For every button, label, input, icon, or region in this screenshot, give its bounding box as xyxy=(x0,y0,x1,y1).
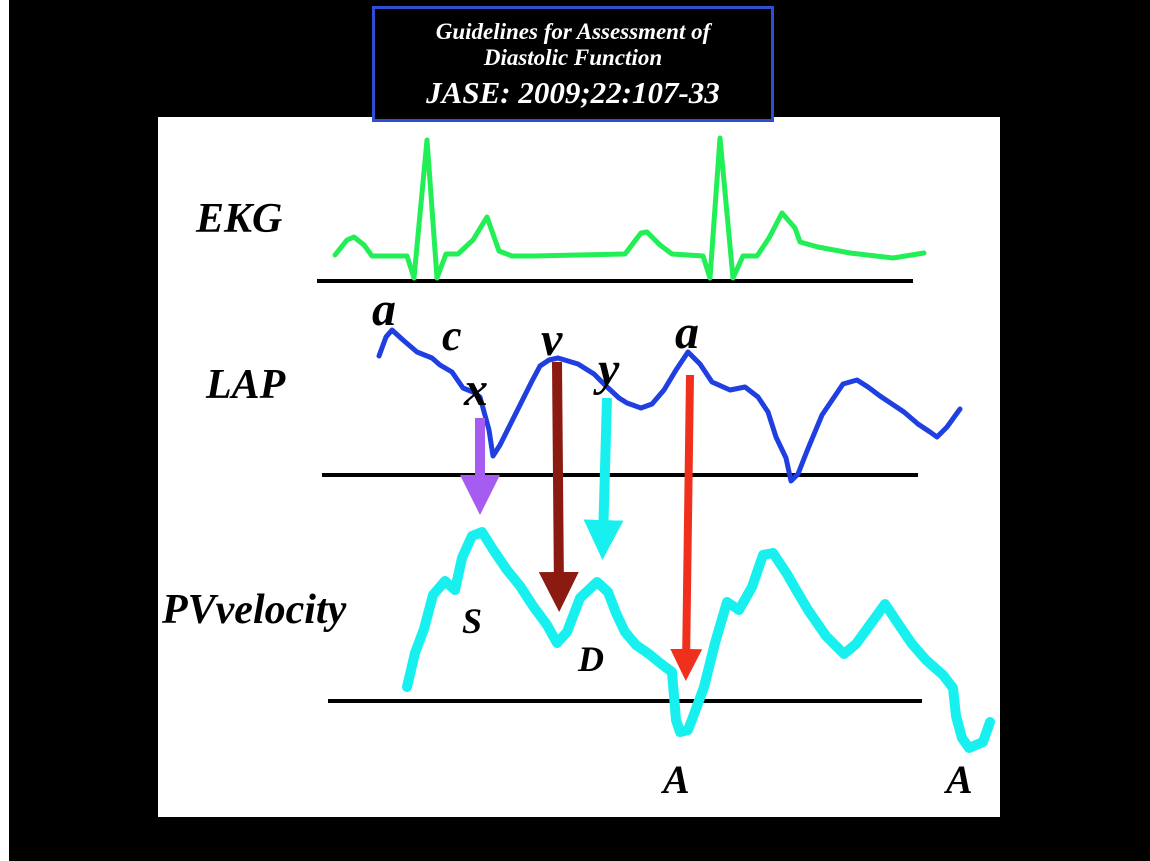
label-ekg: EKG xyxy=(195,196,282,242)
arrow-y-to-d xyxy=(583,397,624,560)
lap-wave-a1: a xyxy=(372,283,396,336)
title-line-1: Guidelines for Assessment of xyxy=(435,19,711,44)
title-box: Guidelines for Assessment of Diastolic F… xyxy=(372,6,774,122)
ekg-trace xyxy=(332,135,927,281)
arrow-a-to-a xyxy=(670,374,703,681)
lap-wave-y: y xyxy=(593,343,620,396)
title-line-2: Diastolic Function xyxy=(483,45,663,70)
arrow-v-to-d xyxy=(538,361,579,612)
lap-wave-c: c xyxy=(442,311,462,360)
lap-wave-x: x xyxy=(463,363,488,416)
diagram-panel xyxy=(158,117,1000,817)
label-pv-velocity: PVvelocity xyxy=(161,587,347,633)
lap-wave-a2: a xyxy=(675,306,699,359)
lap-trace xyxy=(376,327,963,484)
lap-wave-v: v xyxy=(541,313,563,366)
label-lap: LAP xyxy=(205,362,286,408)
pv-wave-d: D xyxy=(577,639,604,679)
pv-velocity-trace xyxy=(402,527,995,753)
pv-wave-a1: A xyxy=(660,757,690,802)
pv-wave-a2: A xyxy=(943,757,973,802)
pv-wave-s: S xyxy=(462,601,482,641)
citation: JASE: 2009;22:107-33 xyxy=(426,75,720,110)
